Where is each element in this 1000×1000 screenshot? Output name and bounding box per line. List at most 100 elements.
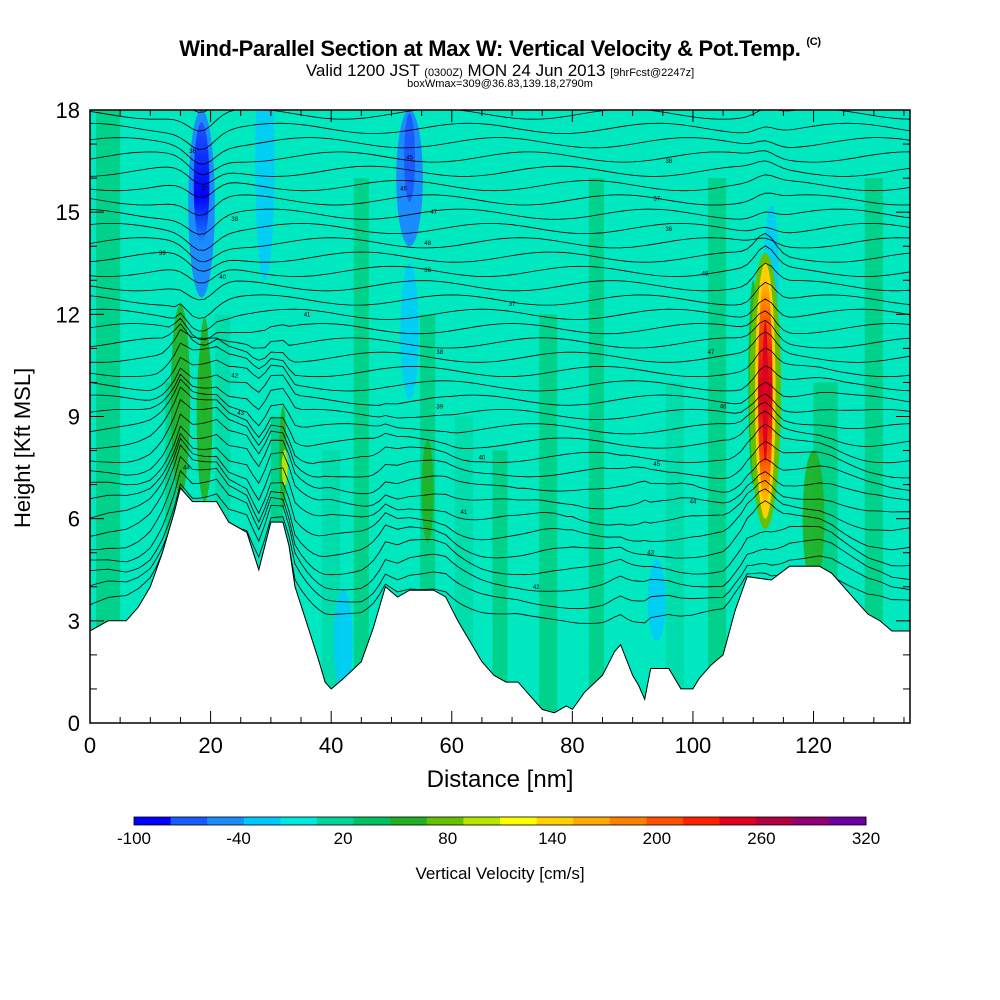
forecast-info: [9hrFcst@2247z] xyxy=(610,67,695,79)
theta-contour-label: 38 xyxy=(665,159,672,165)
updraft-ridge xyxy=(199,317,210,420)
theta-contour xyxy=(90,386,910,449)
theta-contour-label: 39 xyxy=(436,404,443,410)
colorbar-label: Vertical Velocity [cm/s] xyxy=(415,864,585,883)
colorbar-tick-label: 80 xyxy=(438,829,457,848)
chart-title-tag: (C) xyxy=(806,36,821,48)
theta-contour xyxy=(90,455,910,559)
theta-contour xyxy=(90,378,910,435)
theta-contour-label: 48 xyxy=(424,241,431,247)
theta-contour-label: 45 xyxy=(406,156,413,162)
field-band xyxy=(588,178,605,723)
theta-contour xyxy=(90,444,910,542)
colorbar-swatch xyxy=(317,817,355,825)
theta-contour xyxy=(90,469,910,576)
theta-contour-label: 42 xyxy=(231,374,238,380)
valid-utc: (0300Z) xyxy=(424,67,463,79)
theta-contour-label: 41 xyxy=(304,312,311,318)
colorbar-swatch xyxy=(207,817,245,825)
colorbar-swatch xyxy=(829,817,867,825)
theta-contour xyxy=(90,437,910,526)
colorbar-frame xyxy=(133,816,867,826)
y-tick-label: 15 xyxy=(56,200,80,225)
theta-contour xyxy=(90,160,910,185)
y-tick-label: 18 xyxy=(56,98,80,123)
theta-contour-label: 38 xyxy=(231,217,238,223)
colorbar-swatch xyxy=(353,817,391,825)
theta-contour-label: 48 xyxy=(702,271,709,277)
x-tick-label: 120 xyxy=(795,733,832,758)
theta-contour xyxy=(90,110,910,132)
y-tick-label: 12 xyxy=(56,302,80,327)
colorbar-swatch xyxy=(609,817,647,825)
theta-contour-label: 36 xyxy=(189,149,196,155)
theta-contour-label: 42 xyxy=(533,585,540,591)
colorbar-swatch xyxy=(243,817,281,825)
y-tick-label: 6 xyxy=(68,507,80,532)
chart-subtitle: Valid 1200 JST (0300Z) MON 24 Jun 2013 [… xyxy=(0,61,1000,81)
x-tick-label: 0 xyxy=(84,733,96,758)
theta-contour xyxy=(90,483,910,592)
theta-contour-label: 37 xyxy=(201,186,208,192)
colorbar-swatch xyxy=(756,817,794,825)
field-band xyxy=(492,450,508,723)
colorbar-swatch xyxy=(792,817,830,825)
field-band xyxy=(864,178,883,723)
theta-contour xyxy=(90,298,910,332)
theta-contour xyxy=(90,237,910,263)
colorbar-tick-label: 140 xyxy=(538,829,566,848)
colorbar-swatch xyxy=(683,817,721,825)
theta-contour-label: 47 xyxy=(430,210,437,216)
field-band xyxy=(353,178,369,723)
theta-contour xyxy=(90,174,910,198)
theta-contour xyxy=(90,319,910,349)
field-band xyxy=(539,314,558,723)
colorbar-swatch xyxy=(170,817,208,825)
valid-date: MON 24 Jun 2013 xyxy=(467,61,606,80)
x-tick-label: 80 xyxy=(560,733,584,758)
theta-contour xyxy=(90,425,910,495)
colorbar-tick-label: 200 xyxy=(643,829,671,848)
theta-contour xyxy=(90,310,910,341)
colorbar-swatch xyxy=(500,817,538,825)
colorbar-swatch xyxy=(536,817,574,825)
updraft-core-peak xyxy=(762,320,769,462)
plot-area: 36 37 38 39 40 41 42 43 44 45 46 47 48 36 37 38 39 40 41 42… xyxy=(90,110,910,723)
theta-contour xyxy=(90,222,910,251)
theta-contour xyxy=(90,342,910,378)
downdraft-core xyxy=(404,113,415,202)
weak-downdraft-patch xyxy=(255,110,275,281)
box-info: boxWmax=309@36.83,139.18,2790m xyxy=(407,78,593,90)
colorbar-swatch xyxy=(280,817,318,825)
y-axis-label: Height [Kft MSL] xyxy=(10,367,35,528)
chart-title: Wind-Parallel Section at Max W: Vertical… xyxy=(0,36,1000,62)
theta-contour xyxy=(90,192,910,216)
theta-contour xyxy=(90,356,910,392)
colorbar-tick-label: -100 xyxy=(117,829,151,848)
x-tick-label: 100 xyxy=(675,733,712,758)
theta-contour-label: 38 xyxy=(436,350,443,356)
y-tick-label: 9 xyxy=(68,405,80,430)
theta-contour xyxy=(90,208,910,235)
theta-contour-label: 36 xyxy=(665,227,672,233)
colorbar-tick-label: 260 xyxy=(747,829,775,848)
theta-contour-label: 44 xyxy=(183,466,190,472)
theta-contour-label: 43 xyxy=(647,551,654,557)
theta-contour xyxy=(90,122,910,150)
theta-contour xyxy=(90,137,910,165)
colorbar-tick-label: -40 xyxy=(226,829,251,848)
colorbar-swatch xyxy=(573,817,611,825)
x-tick-label: 20 xyxy=(198,733,222,758)
theta-contour-label: 37 xyxy=(509,302,516,308)
colorbar-swatch xyxy=(646,817,684,825)
theta-contour-label: 40 xyxy=(219,275,226,281)
terrain xyxy=(90,486,910,723)
weak-downdraft-patch xyxy=(400,263,419,400)
colorbar-swatch xyxy=(463,817,501,825)
colorbar-swatch xyxy=(134,817,172,825)
theta-contour xyxy=(90,367,910,406)
theta-contour-label: 46 xyxy=(400,186,407,192)
updraft-ridge xyxy=(421,440,434,543)
